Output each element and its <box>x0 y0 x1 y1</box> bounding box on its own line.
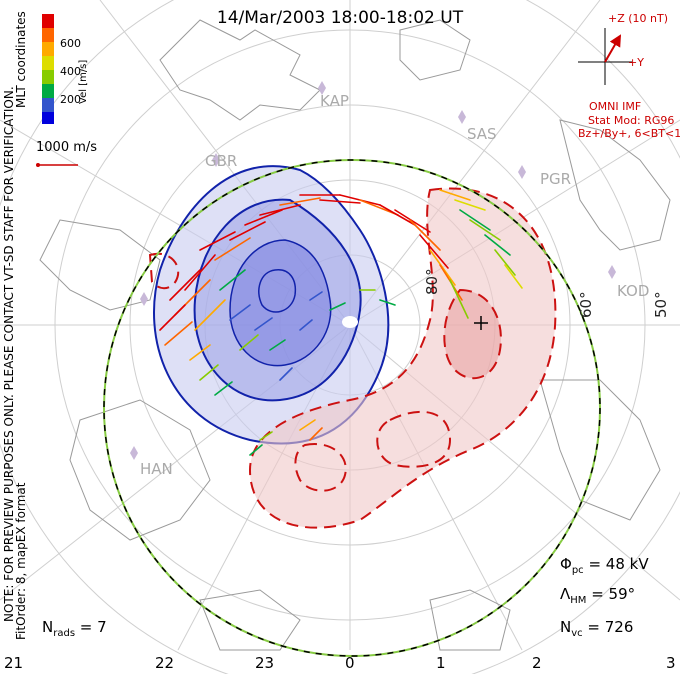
reference-vector-label: 1000 m/s <box>36 140 98 155</box>
colorbar-tick-600: 600 <box>60 37 81 50</box>
coastlines <box>39 19 671 651</box>
mlt-label-0: 0 <box>345 654 355 672</box>
station-kap: KAP <box>320 92 349 110</box>
imf-source: OMNI IMF <box>589 100 642 113</box>
imf-dial <box>578 28 632 85</box>
page-title: 14/Mar/2003 18:00-18:02 UT <box>216 8 464 28</box>
fit-order-note: FitOrder: 8, mapEX format <box>14 482 28 640</box>
stat-n-vc: Nvc = 726 <box>560 618 634 639</box>
stat-n-rads: Nrads = 7 <box>42 618 107 639</box>
station-sas: SAS <box>467 125 497 143</box>
station-han: HAN <box>140 460 173 478</box>
lat-label-60: 60° <box>577 291 595 318</box>
stat-phi-pc: Φpc = 48 kV <box>560 555 649 576</box>
lat-label-80: 80° <box>423 268 441 295</box>
mlt-label-21: 21 <box>4 654 24 672</box>
pole-marker <box>342 316 358 328</box>
imf-z-label: +Z (10 nT) <box>608 12 669 25</box>
coords-label: MLT coordinates <box>14 11 28 108</box>
lat-label-50: 50° <box>652 291 670 318</box>
imf-y-label: +Y <box>628 56 644 69</box>
imf-bins: Bz+/By+, 6<BT<12 <box>578 127 680 140</box>
negative-potential-cell <box>153 165 390 445</box>
mlt-label-22: 22 <box>155 654 175 672</box>
station-markers <box>130 81 616 460</box>
mlt-label-1: 1 <box>436 654 446 672</box>
mlt-label-23: 23 <box>255 654 275 672</box>
mlt-label-3: 3 <box>666 654 676 672</box>
station-gbr: GBR <box>205 152 238 170</box>
positive-potential-cell <box>148 187 557 529</box>
colorbar-tick-400: 400 <box>60 65 81 78</box>
stat-lambda-hm: ΛHM = 59° <box>560 585 636 606</box>
velocity-colorbar <box>42 14 54 124</box>
potential-max-marker <box>474 316 488 330</box>
station-pgr: PGR <box>540 170 572 188</box>
colorbar-tick-200: 200 <box>60 93 81 106</box>
reference-vector <box>36 163 78 167</box>
imf-model: Stat Mod: RG96 <box>588 114 675 127</box>
velocity-vectors <box>159 189 523 456</box>
mlt-label-2: 2 <box>532 654 542 672</box>
station-kod: KOD <box>617 282 650 300</box>
